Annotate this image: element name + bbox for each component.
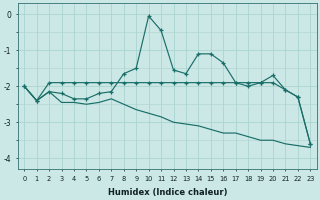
X-axis label: Humidex (Indice chaleur): Humidex (Indice chaleur) xyxy=(108,188,227,197)
